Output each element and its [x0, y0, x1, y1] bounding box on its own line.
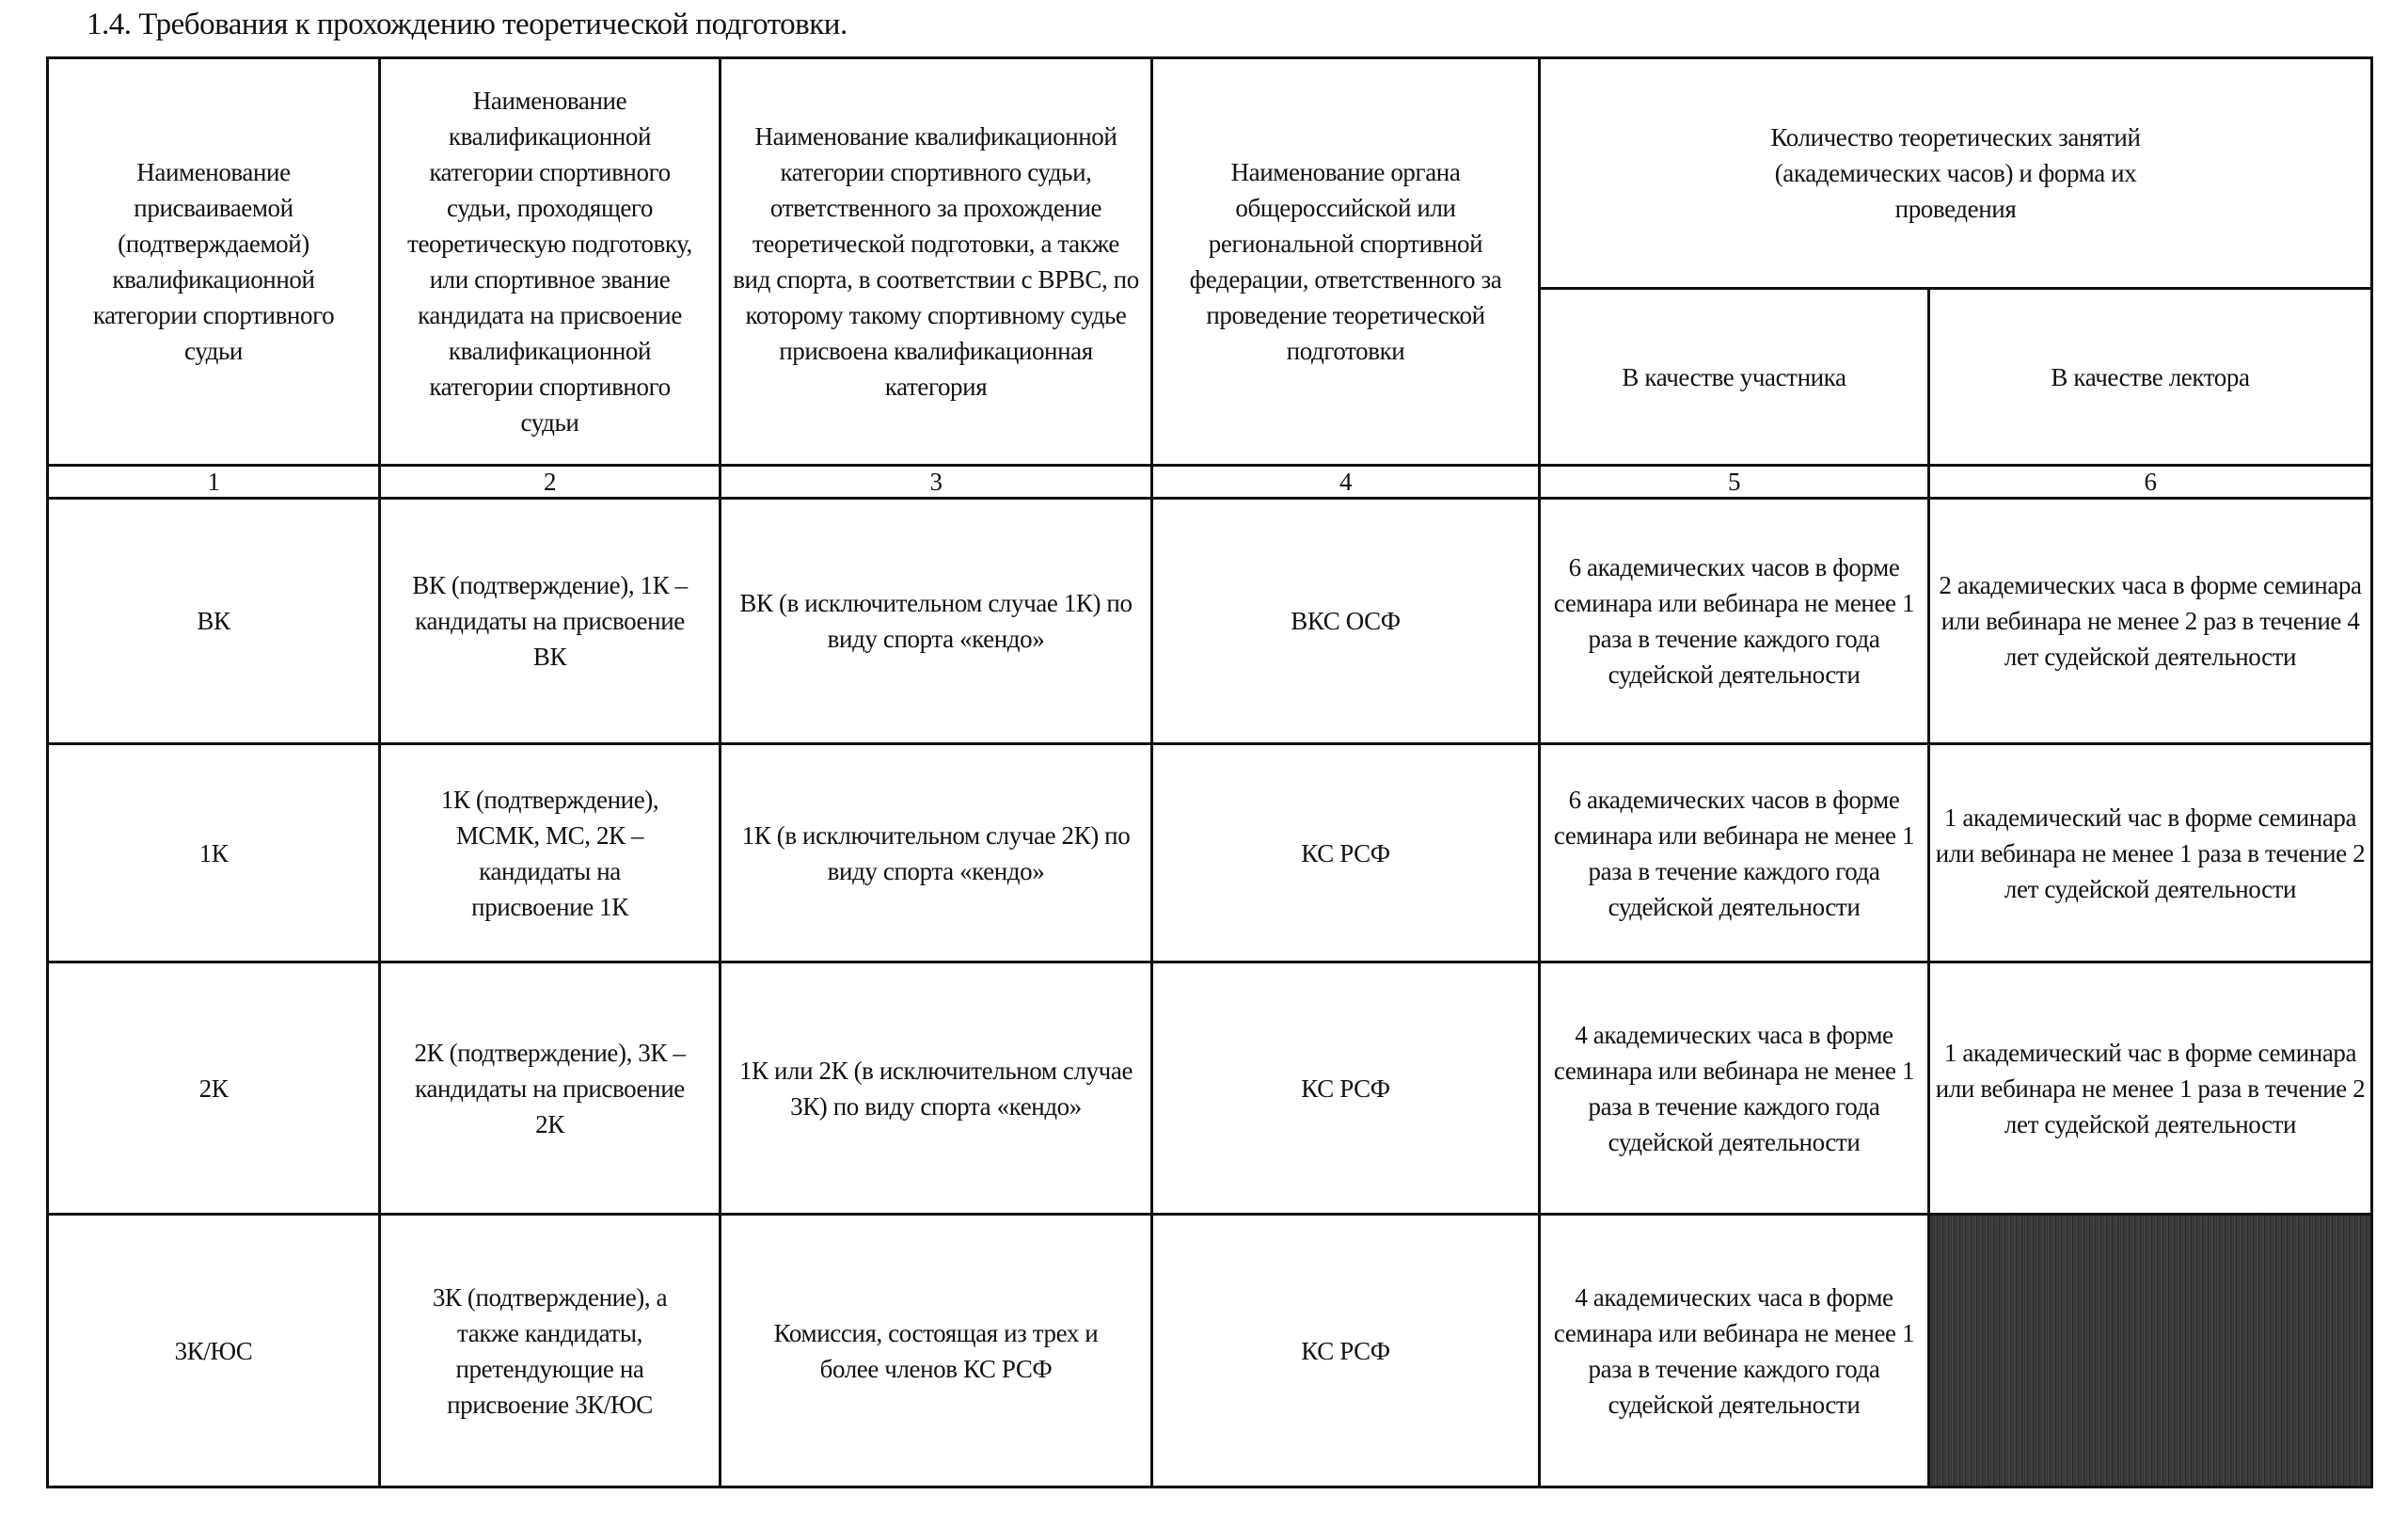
cell-responsible: 1К (в исключительном случае 2К) по виду …: [719, 742, 1153, 963]
column-number: 5: [1538, 464, 1930, 500]
header-col1: Наименование присваиваемой (подтверждаем…: [46, 56, 381, 467]
cell-lecturer: 1 академический час в форме семинара или…: [1926, 742, 2374, 963]
table-row: 2К 2К (подтверждение), 3К – кандидаты на…: [46, 961, 2374, 1216]
cell-category: 2К: [46, 961, 381, 1216]
cell-lecturer: 2 академических часа в форме семинара ил…: [1926, 497, 2374, 745]
cell-candidate: 1К (подтверждение), МСМК, МС, 2К – канди…: [378, 742, 721, 963]
cell-participant: 4 академических часа в форме семинара ил…: [1538, 1213, 1930, 1488]
table-row: 1К 1К (подтверждение), МСМК, МС, 2К – ка…: [46, 742, 2374, 963]
column-numbers-row: 1 2 3 4 5 6: [46, 464, 2374, 500]
column-number: 1: [46, 464, 381, 500]
cell-body: КС РСФ: [1150, 1213, 1541, 1488]
header-col4: Наименование органа общероссийской или р…: [1150, 56, 1541, 467]
cell-participant: 4 академических часа в форме семинара ил…: [1538, 961, 1930, 1216]
cell-responsible: Комиссия, состоящая из трех и более член…: [719, 1213, 1153, 1488]
cell-responsible: ВК (в исключительном случае 1К) по виду …: [719, 497, 1153, 745]
table-row: 3К/ЮС 3К (подтверждение), а также кандид…: [46, 1213, 2374, 1488]
cell-category: ВК: [46, 497, 381, 745]
cell-participant: 6 академических часов в форме семинара и…: [1538, 497, 1930, 745]
header-col56: Количество теоретических занятий (академ…: [1537, 56, 2374, 290]
header-col3: Наименование квалификационной категории …: [719, 56, 1153, 467]
table-row: ВК ВК (подтверждение), 1К – кандидаты на…: [46, 497, 2374, 745]
cell-body: ВКС ОСФ: [1150, 497, 1541, 745]
cell-candidate: ВК (подтверждение), 1К – кандидаты на пр…: [378, 497, 721, 745]
header-col2: Наименование квалификационной категории …: [378, 56, 721, 467]
column-number: 4: [1150, 464, 1541, 500]
column-number: 2: [378, 464, 721, 500]
cell-body: КС РСФ: [1150, 961, 1541, 1216]
cell-lecturer-shaded: [1926, 1213, 2374, 1488]
column-number: 6: [1926, 464, 2374, 500]
header-row: Наименование присваиваемой (подтверждаем…: [46, 56, 2374, 467]
column-number: 3: [719, 464, 1153, 500]
requirements-table: Наименование присваиваемой (подтверждаем…: [46, 56, 2374, 1488]
cell-responsible: 1К или 2К (в исключительном случае 3К) п…: [719, 961, 1153, 1216]
cell-category: 3К/ЮС: [46, 1213, 381, 1488]
header-col6: В качестве лектора: [1926, 287, 2374, 467]
cell-participant: 6 академических часов в форме семинара и…: [1538, 742, 1930, 963]
cell-lecturer: 1 академический час в форме семинара или…: [1926, 961, 2374, 1216]
header-col5: В качестве участника: [1538, 287, 1930, 467]
cell-candidate: 3К (подтверждение), а также кандидаты, п…: [378, 1213, 721, 1488]
cell-category: 1К: [46, 742, 381, 963]
cell-candidate: 2К (подтверждение), 3К – кандидаты на пр…: [378, 961, 721, 1216]
section-title: 1.4. Требования к прохождению теоретичес…: [87, 8, 848, 41]
cell-body: КС РСФ: [1150, 742, 1541, 963]
